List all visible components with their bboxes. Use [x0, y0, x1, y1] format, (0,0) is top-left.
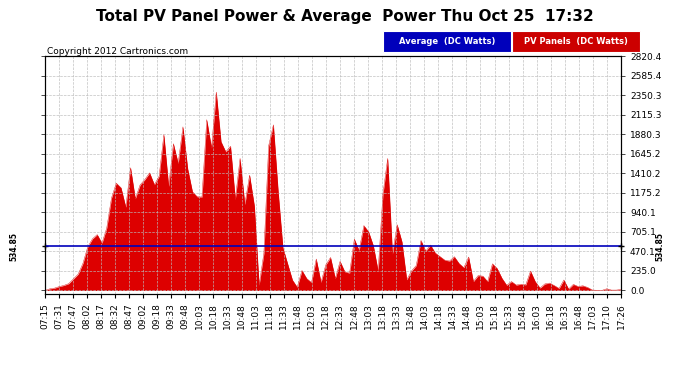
Text: Copyright 2012 Cartronics.com: Copyright 2012 Cartronics.com	[47, 47, 188, 56]
Text: 534.85: 534.85	[656, 231, 664, 261]
Text: Average  (DC Watts): Average (DC Watts)	[399, 37, 495, 46]
Text: PV Panels  (DC Watts): PV Panels (DC Watts)	[524, 37, 628, 46]
Text: 534.85: 534.85	[10, 231, 19, 261]
Text: Total PV Panel Power & Average  Power Thu Oct 25  17:32: Total PV Panel Power & Average Power Thu…	[96, 9, 594, 24]
